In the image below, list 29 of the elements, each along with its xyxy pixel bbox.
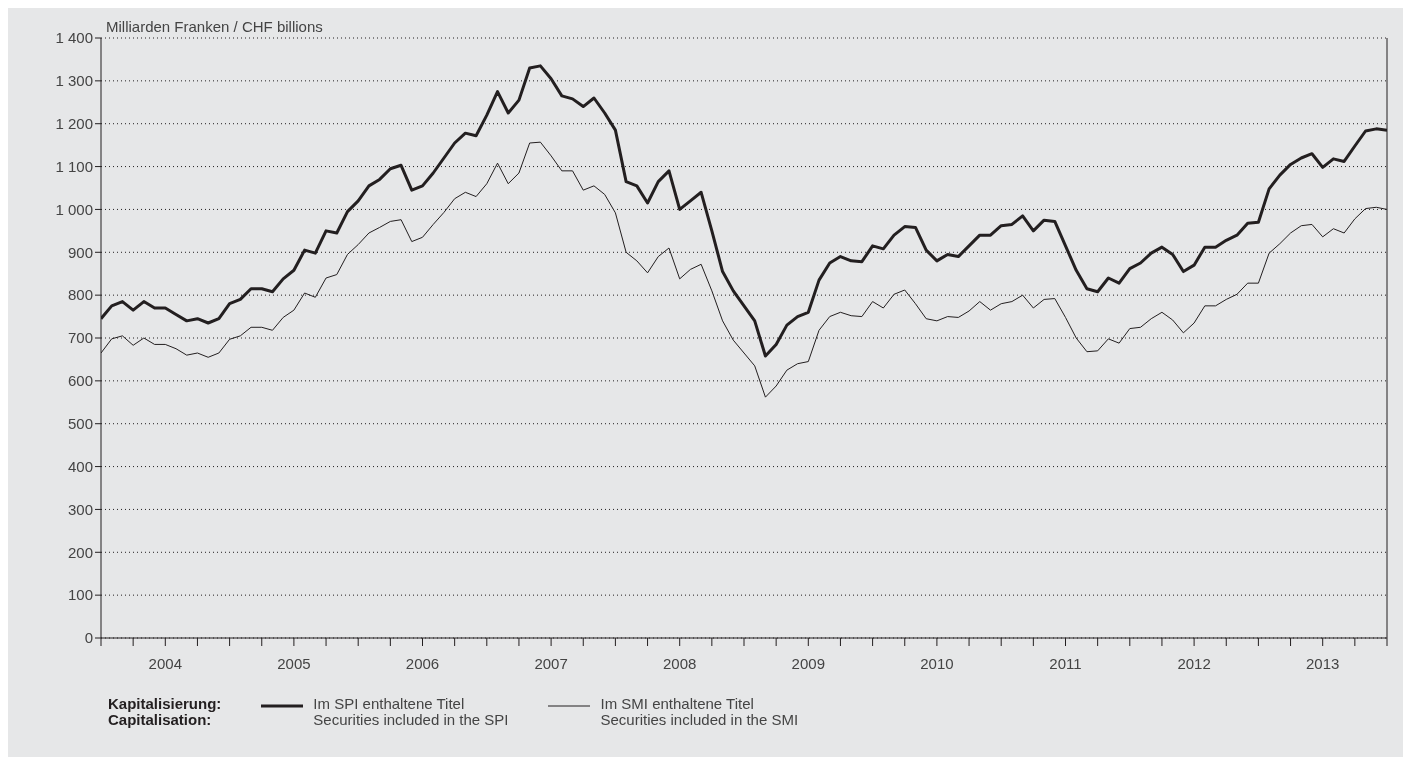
y-tick-label: 1 100 <box>55 157 93 175</box>
x-tick-label: 2011 <box>1049 654 1082 672</box>
y-tick-label: 1 200 <box>55 115 93 133</box>
legend-title: Kapitalisierung: Capitalisation: <box>108 695 222 728</box>
x-tick-label: 2006 <box>405 654 440 672</box>
x-tick-label: 2004 <box>148 654 182 672</box>
y-tick-label: 1 000 <box>55 200 93 218</box>
y-tick-label: 0 <box>84 629 93 647</box>
x-tick-label: 2005 <box>277 654 311 672</box>
x-tick-label: 2010 <box>920 654 954 672</box>
legend-label: Im SPI enthaltene Titel Securities included in the SPI <box>313 695 509 728</box>
x-tick-label: 2009 <box>791 654 825 672</box>
y-axis-title: Milliarden Franken / CHF billions <box>106 18 323 35</box>
y-tick-label: 400 <box>67 457 93 475</box>
y-tick-label: 700 <box>67 329 93 347</box>
y-tick-label: 300 <box>67 500 93 518</box>
y-tick-label: 800 <box>67 286 93 304</box>
y-tick-label: 500 <box>67 415 93 433</box>
legend-label: Im SMI enthaltene Titel Securities included in the SMI <box>600 695 799 728</box>
x-tick-label: 2007 <box>534 654 568 672</box>
x-tick-label: 2012 <box>1177 654 1211 672</box>
y-tick-label: 1 300 <box>55 72 93 90</box>
x-tick-label: 2008 <box>663 654 697 672</box>
y-tick-label: 600 <box>67 372 93 390</box>
x-tick-label: 2013 <box>1306 654 1340 672</box>
y-tick-label: 1 400 <box>55 29 93 47</box>
y-tick-label: 200 <box>67 543 93 561</box>
y-tick-label: 100 <box>67 586 93 604</box>
y-tick-label: 900 <box>67 243 93 261</box>
